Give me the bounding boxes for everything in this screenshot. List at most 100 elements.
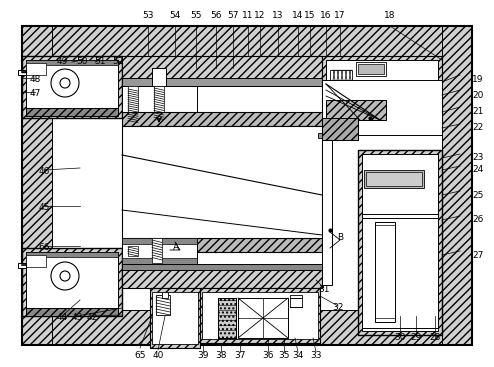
Text: 31: 31 xyxy=(318,286,330,294)
Bar xyxy=(122,268,322,288)
Bar xyxy=(322,80,442,135)
Text: 24: 24 xyxy=(472,166,484,174)
Text: 20: 20 xyxy=(472,91,484,99)
Bar xyxy=(150,288,200,348)
Bar xyxy=(122,258,197,266)
Text: 37: 37 xyxy=(234,350,246,360)
Text: 17: 17 xyxy=(334,11,346,19)
Bar xyxy=(22,56,122,118)
Bar xyxy=(322,56,442,131)
Bar xyxy=(290,295,302,307)
Bar xyxy=(152,68,166,86)
Bar xyxy=(122,238,322,252)
Text: 39: 39 xyxy=(197,350,209,360)
Text: 19: 19 xyxy=(472,76,484,84)
Text: 21: 21 xyxy=(472,108,484,116)
Text: 42: 42 xyxy=(86,313,98,323)
Text: 56: 56 xyxy=(210,11,222,19)
Bar xyxy=(358,150,442,335)
Bar xyxy=(22,26,472,56)
Text: 65: 65 xyxy=(134,350,146,360)
Bar xyxy=(358,64,384,74)
Bar xyxy=(122,238,197,268)
Bar xyxy=(122,126,322,238)
Bar xyxy=(122,238,322,252)
Text: 15: 15 xyxy=(304,11,316,19)
Bar xyxy=(200,288,320,343)
Bar xyxy=(238,298,288,338)
Bar xyxy=(122,56,322,82)
Text: 32: 32 xyxy=(332,304,344,312)
Text: 14: 14 xyxy=(292,11,304,19)
Bar xyxy=(364,170,424,188)
Bar xyxy=(22,248,122,316)
Bar xyxy=(26,60,118,65)
Bar xyxy=(156,295,170,315)
Bar xyxy=(18,70,26,75)
Bar xyxy=(326,60,438,127)
Text: 46: 46 xyxy=(39,167,50,177)
Bar xyxy=(200,288,320,343)
Bar xyxy=(122,238,197,244)
Bar xyxy=(366,172,422,186)
Text: 49: 49 xyxy=(56,58,68,66)
Bar xyxy=(128,246,138,256)
Bar xyxy=(22,26,52,345)
Text: 25: 25 xyxy=(472,190,484,200)
Circle shape xyxy=(60,271,70,281)
Bar xyxy=(26,63,46,75)
Bar xyxy=(22,56,122,118)
Text: 40: 40 xyxy=(152,350,164,360)
Text: B: B xyxy=(337,233,343,241)
Text: 22: 22 xyxy=(472,124,484,132)
Bar xyxy=(26,255,46,267)
Text: 38: 38 xyxy=(215,350,227,360)
Bar xyxy=(122,264,322,270)
Bar xyxy=(26,308,118,316)
Text: 47: 47 xyxy=(29,90,41,98)
Bar xyxy=(442,26,472,345)
Bar xyxy=(122,86,197,131)
Bar xyxy=(122,112,322,126)
Text: 36: 36 xyxy=(262,350,274,360)
Bar xyxy=(218,298,236,338)
Bar xyxy=(122,112,322,126)
Bar xyxy=(326,100,386,120)
Bar xyxy=(330,70,352,98)
Text: 48: 48 xyxy=(29,76,41,84)
Bar xyxy=(362,154,438,214)
Text: 27: 27 xyxy=(472,251,484,259)
Text: 29: 29 xyxy=(411,334,422,342)
Bar xyxy=(162,292,168,298)
Bar xyxy=(22,310,472,345)
Text: 23: 23 xyxy=(472,153,484,163)
Bar xyxy=(218,298,236,338)
Text: 35: 35 xyxy=(278,350,290,360)
Text: 16: 16 xyxy=(320,11,332,19)
Text: 53: 53 xyxy=(142,11,154,19)
Bar xyxy=(122,78,322,86)
Text: 54: 54 xyxy=(169,11,181,19)
Bar xyxy=(26,108,118,116)
Text: 66: 66 xyxy=(38,243,50,252)
Bar xyxy=(26,252,118,257)
Bar xyxy=(202,292,318,339)
Bar xyxy=(122,268,322,288)
Bar xyxy=(26,252,118,312)
Text: 18: 18 xyxy=(384,11,396,19)
Circle shape xyxy=(51,262,79,290)
Bar xyxy=(362,218,438,328)
Bar xyxy=(152,238,162,263)
Bar xyxy=(356,62,386,76)
Bar xyxy=(322,56,442,131)
Text: 33: 33 xyxy=(310,350,322,360)
Bar xyxy=(150,124,168,132)
Bar xyxy=(26,60,118,114)
Text: 13: 13 xyxy=(272,11,284,19)
Text: 44: 44 xyxy=(56,313,68,323)
Bar xyxy=(322,118,358,140)
Circle shape xyxy=(60,78,70,88)
Bar xyxy=(128,86,138,126)
Text: 43: 43 xyxy=(71,313,82,323)
Bar xyxy=(358,150,442,335)
